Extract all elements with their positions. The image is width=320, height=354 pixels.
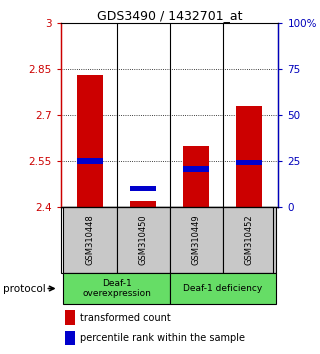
Bar — [223, 207, 276, 273]
Text: percentile rank within the sample: percentile rank within the sample — [80, 333, 245, 343]
Bar — [170, 207, 223, 273]
Text: protocol: protocol — [3, 284, 46, 293]
Bar — [183, 146, 209, 207]
Bar — [65, 331, 75, 345]
Text: GSM310452: GSM310452 — [245, 215, 254, 265]
Text: GSM310449: GSM310449 — [192, 215, 201, 265]
Title: GDS3490 / 1432701_at: GDS3490 / 1432701_at — [97, 9, 242, 22]
Bar — [116, 207, 170, 273]
Bar — [170, 273, 276, 304]
Text: GSM310450: GSM310450 — [139, 215, 148, 265]
Text: transformed count: transformed count — [80, 313, 171, 322]
Bar — [183, 166, 209, 171]
Bar — [77, 158, 103, 164]
Text: GSM310448: GSM310448 — [85, 215, 94, 265]
Bar — [63, 207, 116, 273]
Bar — [130, 186, 156, 192]
Bar — [65, 310, 75, 325]
Text: Deaf-1 deficiency: Deaf-1 deficiency — [183, 284, 262, 293]
Bar — [236, 106, 262, 207]
Text: Deaf-1
overexpression: Deaf-1 overexpression — [82, 279, 151, 298]
Bar — [130, 201, 156, 207]
Bar — [77, 75, 103, 207]
Bar — [236, 160, 262, 165]
Bar — [63, 273, 170, 304]
